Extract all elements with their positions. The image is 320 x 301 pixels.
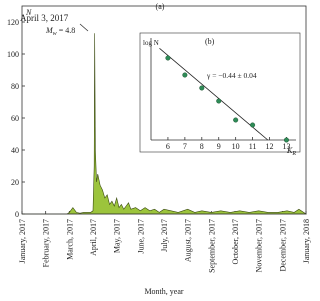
inset-x-tick-label: 11 (249, 142, 257, 151)
x-tick-label: November, 2017 (255, 219, 264, 272)
point (165, 55, 171, 61)
point (283, 137, 289, 143)
inset-x-tick-label: 13 (282, 142, 290, 151)
y-axis-label: N (25, 8, 32, 17)
inset-x-tick-label: 7 (183, 142, 187, 151)
x-tick-label: June, 2017 (136, 219, 145, 254)
y-tick-label: 120 (7, 18, 19, 27)
figure: (a) 0 20 40 60 80 100 120 January, 2017 February… (7, 2, 311, 296)
inset-x-tick-label: 8 (200, 142, 204, 151)
x-tick-label: May, 2017 (113, 219, 122, 253)
y-tick-label: 60 (11, 114, 19, 123)
inset-y-label: log N (143, 39, 159, 47)
point (233, 117, 239, 123)
point (216, 98, 222, 104)
inset-x-tick-label: 9 (217, 142, 221, 151)
y-tick-label: 20 (11, 178, 19, 187)
fit-line (159, 48, 269, 141)
x-tick-label: December, 2017 (278, 219, 287, 272)
y-tick-label: 80 (11, 82, 19, 91)
x-tick-label: August, 2017 (184, 219, 193, 262)
annotation: April 3, 2017 (20, 13, 69, 23)
x-tick-label: April, 2017 (89, 219, 98, 256)
x-tick-label: October, 2017 (231, 219, 240, 264)
inset-x-symbol: K (286, 146, 293, 155)
fit-text: γ = −0.44 ± 0.04 (206, 71, 257, 80)
magnitude-symbol: M (45, 26, 54, 35)
x-axis-label: Month, year (144, 287, 183, 296)
point (199, 85, 205, 91)
magnitude-label: Mw = 4.8 (45, 26, 75, 37)
x-tick-label: September, 2017 (207, 219, 216, 273)
inset-x-tick-label: 12 (266, 142, 274, 151)
inset-frame (139, 32, 301, 153)
inset-x-tick-label: 10 (232, 142, 240, 151)
axes-frame (21, 5, 307, 215)
y-tick-label: 0 (15, 210, 19, 219)
x-tick-label: January, 2017 (18, 219, 27, 263)
magnitude-sub: w (53, 31, 57, 37)
inset-x-label: KR (286, 146, 296, 157)
panel-label: (a) (156, 2, 165, 11)
annotation-arrow (79, 23, 89, 32)
x-tick-label: January, 2018 (302, 219, 311, 263)
y-tick-label: 100 (7, 50, 19, 59)
x-tick-label: February, 2017 (42, 219, 51, 267)
area (22, 33, 307, 215)
inset-panel-label: (b) (205, 37, 215, 46)
inset-x-sub: R (291, 151, 296, 157)
x-tick-label: March, 2017 (65, 219, 74, 260)
inset-x-tick-label: 6 (166, 142, 170, 151)
point (182, 72, 188, 78)
magnitude-value: = 4.8 (57, 26, 76, 35)
point (250, 122, 256, 128)
y-tick-label: 40 (11, 146, 19, 155)
x-tick-label: July, 2017 (160, 219, 169, 252)
